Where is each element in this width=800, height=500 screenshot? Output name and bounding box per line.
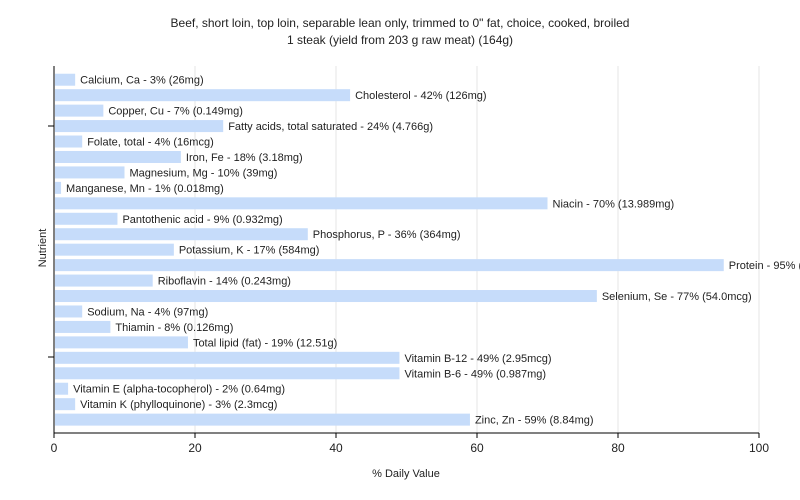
bar <box>55 336 188 349</box>
bar-label: Vitamin E (alpha-tocopherol) - 2% (0.64m… <box>73 384 285 396</box>
bar-label: Calcium, Ca - 3% (26mg) <box>80 75 203 87</box>
bar <box>55 320 111 333</box>
bar-label: Manganese, Mn - 1% (0.018mg) <box>66 183 224 195</box>
bar <box>55 243 174 256</box>
bar-label: Folate, total - 4% (16mcg) <box>87 137 214 149</box>
bar <box>55 197 548 210</box>
x-tick-label: 20 <box>188 441 202 455</box>
bar <box>55 367 400 380</box>
x-tick-label: 80 <box>611 441 625 455</box>
bar <box>55 166 125 179</box>
bar <box>55 290 597 303</box>
bar-label: Iron, Fe - 18% (3.18mg) <box>186 152 303 164</box>
x-tick-label: 100 <box>749 441 769 455</box>
bar <box>55 413 470 426</box>
bar <box>55 135 83 148</box>
bar-label: Potassium, K - 17% (584mg) <box>179 245 320 257</box>
bar <box>55 228 308 241</box>
bar-label: Magnesium, Mg - 10% (39mg) <box>130 167 278 179</box>
bar <box>55 104 104 117</box>
bar <box>55 274 153 287</box>
y-axis-label: Nutrient <box>37 229 49 268</box>
bar-label: Protein - 95% (47.41g) <box>729 260 800 272</box>
chart-title: Beef, short loin, top loin, separable le… <box>171 16 630 30</box>
bar <box>55 382 69 395</box>
bar-label: Pantothenic acid - 9% (0.932mg) <box>122 214 282 226</box>
bar <box>55 89 351 102</box>
bar-label: Vitamin B-12 - 49% (2.95mcg) <box>404 353 551 365</box>
bar <box>55 120 224 133</box>
bar-label: Riboflavin - 14% (0.243mg) <box>158 276 291 288</box>
bar <box>55 351 400 364</box>
bar-label: Vitamin K (phylloquinone) - 3% (2.3mcg) <box>80 399 277 411</box>
bar <box>55 181 62 194</box>
x-axis-label: % Daily Value <box>372 468 440 480</box>
bar-label: Fatty acids, total saturated - 24% (4.76… <box>228 121 433 133</box>
bar <box>55 398 76 411</box>
bar-labels: Calcium, Ca - 3% (26mg) Cholesterol - 42%… <box>66 75 800 427</box>
axes <box>48 66 760 438</box>
bar <box>55 212 118 225</box>
x-tick-labels: 0 20 40 60 80 100 <box>51 441 770 455</box>
bar <box>55 305 83 318</box>
bar-label: Sodium, Na - 4% (97mg) <box>87 306 208 318</box>
x-tick-label: 0 <box>51 441 58 455</box>
bar-label: Cholesterol - 42% (126mg) <box>355 90 486 102</box>
bar-label: Thiamin - 8% (0.126mg) <box>115 322 233 334</box>
bar-label: Phosphorus, P - 36% (364mg) <box>313 229 461 241</box>
bar-label: Vitamin B-6 - 49% (0.987mg) <box>404 368 546 380</box>
bar-label: Niacin - 70% (13.989mg) <box>553 198 675 210</box>
bar <box>55 259 724 272</box>
x-tick-label: 40 <box>329 441 343 455</box>
bar-label: Selenium, Se - 77% (54.0mcg) <box>602 291 752 303</box>
bars <box>55 73 724 426</box>
bar <box>55 150 181 163</box>
bar-label: Zinc, Zn - 59% (8.84mg) <box>475 415 594 427</box>
x-tick-label: 60 <box>470 441 484 455</box>
bar-label: Copper, Cu - 7% (0.149mg) <box>108 106 243 118</box>
chart-subtitle: 1 steak (yield from 203 g raw meat) (164… <box>287 33 513 47</box>
bar <box>55 73 76 86</box>
bar-label: Total lipid (fat) - 19% (12.51g) <box>193 337 337 349</box>
